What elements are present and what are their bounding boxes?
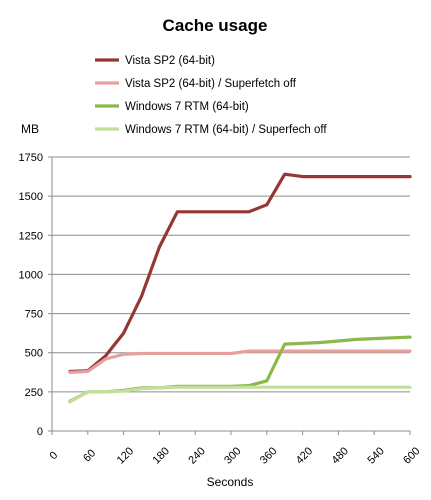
axes — [51, 157, 411, 435]
x-tick-label: 0 — [47, 449, 60, 462]
x-tick-label: 420 — [294, 445, 315, 466]
x-tick-label: 60 — [81, 447, 98, 464]
x-tick-label: 480 — [330, 445, 351, 466]
x-tick-label: 240 — [186, 445, 207, 466]
legend-label: Windows 7 RTM (64-bit) / Superfech off — [125, 124, 327, 136]
y-tick-label: 1750 — [19, 152, 43, 164]
gridlines — [48, 156, 410, 432]
chart-legend: Vista SP2 (64-bit) Vista SP2 (64-bit) / S… — [95, 55, 327, 136]
x-tick-labels: 0 60 120 180 240 300 360 420 480 540 600 — [47, 445, 422, 466]
y-tick-label: 0 — [37, 426, 43, 438]
y-axis-label: MB — [21, 122, 39, 136]
y-tick-label: 250 — [25, 387, 43, 399]
x-tick-label: 360 — [258, 445, 279, 466]
series-lines — [68, 172, 412, 404]
y-tick-label: 1500 — [19, 191, 43, 203]
y-tick-label: 1250 — [19, 230, 43, 242]
x-tick-label: 120 — [115, 445, 136, 466]
legend-label: Windows 7 RTM (64-bit) — [125, 101, 249, 113]
y-tick-label: 500 — [25, 348, 43, 360]
y-tick-labels: 0 250 500 750 1000 1250 1500 1750 — [19, 152, 43, 438]
series-line — [68, 349, 412, 374]
chart-title: Cache usage — [163, 16, 268, 35]
y-tick-label: 750 — [25, 309, 43, 321]
x-tick-label: 600 — [401, 445, 422, 466]
legend-label: Vista SP2 (64-bit) / Superfetch off — [125, 78, 297, 90]
x-tick-label: 540 — [365, 445, 386, 466]
x-tick-label: 180 — [151, 445, 172, 466]
series-line — [68, 385, 412, 404]
legend-label: Vista SP2 (64-bit) — [125, 55, 215, 67]
x-tick-label: 300 — [222, 445, 243, 466]
x-axis-label: Seconds — [207, 475, 254, 489]
series-line — [68, 172, 412, 374]
y-tick-label: 1000 — [19, 269, 43, 281]
